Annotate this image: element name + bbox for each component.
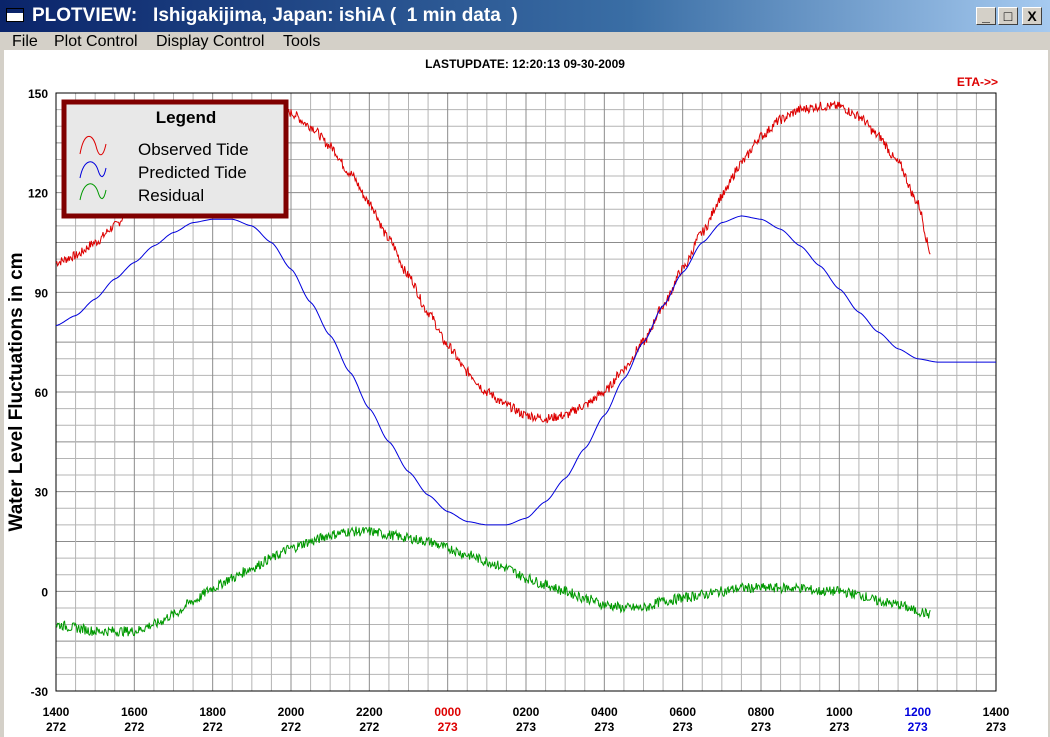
legend-swatch-observed xyxy=(79,136,107,156)
x-tick-time-label: 0000 xyxy=(434,705,461,719)
window-title: PLOTVIEW: Ishigakijima, Japan: ishiA ( 1… xyxy=(32,5,518,26)
x-tick-labels: 1400272160027218002722000272220027200002… xyxy=(43,705,1010,734)
eta-annotation[interactable]: ETA->> xyxy=(957,75,998,89)
legend-title: Legend xyxy=(156,108,216,127)
x-tick-time-label: 1600 xyxy=(121,705,148,719)
y-tick-label: 150 xyxy=(28,87,48,101)
x-tick-day-label: 273 xyxy=(986,720,1006,734)
legend-label-residual: Residual xyxy=(138,186,204,205)
x-tick-time-label: 0400 xyxy=(591,705,618,719)
y-tick-label: 30 xyxy=(35,486,49,500)
x-tick-time-label: 0200 xyxy=(513,705,540,719)
y-tick-label: 0 xyxy=(41,585,48,599)
x-tick-time-label: 1000 xyxy=(826,705,853,719)
x-tick-day-label: 272 xyxy=(203,720,223,734)
minimize-button[interactable]: _ xyxy=(976,7,996,25)
x-tick-time-label: 0600 xyxy=(669,705,696,719)
x-tick-time-label: 1400 xyxy=(983,705,1010,719)
legend-swatch-residual xyxy=(79,183,107,201)
x-tick-day-label: 273 xyxy=(908,720,928,734)
legend-label-observed: Observed Tide xyxy=(138,140,249,159)
menu-display-control[interactable]: Display Control xyxy=(156,33,265,50)
x-tick-day-label: 273 xyxy=(438,720,458,734)
x-tick-time-label: 2200 xyxy=(356,705,383,719)
x-tick-day-label: 273 xyxy=(829,720,849,734)
x-tick-day-label: 273 xyxy=(516,720,536,734)
series-residual xyxy=(55,526,931,638)
x-tick-day-label: 272 xyxy=(281,720,301,734)
plot-frame xyxy=(55,92,997,692)
chart-title: LASTUPDATE: 12:20:13 09-30-2009 xyxy=(425,57,625,71)
x-tick-time-label: 1800 xyxy=(199,705,226,719)
x-tick-time-label: 0800 xyxy=(748,705,775,719)
series-predicted-tide xyxy=(55,215,996,526)
maximize-button[interactable]: □ xyxy=(998,7,1018,25)
x-tick-day-label: 272 xyxy=(124,720,144,734)
y-tick-label: 120 xyxy=(28,187,48,201)
y-axis-label: Water Level Fluctuations in cm xyxy=(6,252,27,531)
menu-file[interactable]: File xyxy=(12,33,38,50)
x-tick-day-label: 273 xyxy=(751,720,771,734)
y-tick-label: 90 xyxy=(35,286,49,300)
x-tick-day-label: 273 xyxy=(673,720,693,734)
x-tick-time-label: 1200 xyxy=(904,705,931,719)
title-bar: PLOTVIEW: Ishigakijima, Japan: ishiA ( 1… xyxy=(0,0,1050,32)
y-tick-labels: -30 0 30 60 90 120 150 xyxy=(28,87,48,699)
x-tick-time-label: 1400 xyxy=(43,705,70,719)
app-window-icon[interactable] xyxy=(6,8,24,22)
x-tick-day-label: 272 xyxy=(359,720,379,734)
x-tick-day-label: 273 xyxy=(594,720,614,734)
x-tick-day-label: 272 xyxy=(46,720,66,734)
menu-bar: File Plot Control Display Control Tools xyxy=(0,32,1050,50)
legend-swatch-predicted xyxy=(79,161,107,179)
legend-label-predicted: Predicted Tide xyxy=(138,163,247,182)
y-tick-label: 60 xyxy=(35,386,49,400)
x-tick-time-label: 2000 xyxy=(278,705,305,719)
menu-tools[interactable]: Tools xyxy=(283,33,321,50)
menu-plot-control[interactable]: Plot Control xyxy=(54,33,138,50)
legend-box[interactable]: Legend Observed Tide Predicted Tide Resi… xyxy=(61,99,289,219)
y-tick-label: -30 xyxy=(31,685,49,699)
close-button[interactable]: X xyxy=(1022,7,1042,25)
